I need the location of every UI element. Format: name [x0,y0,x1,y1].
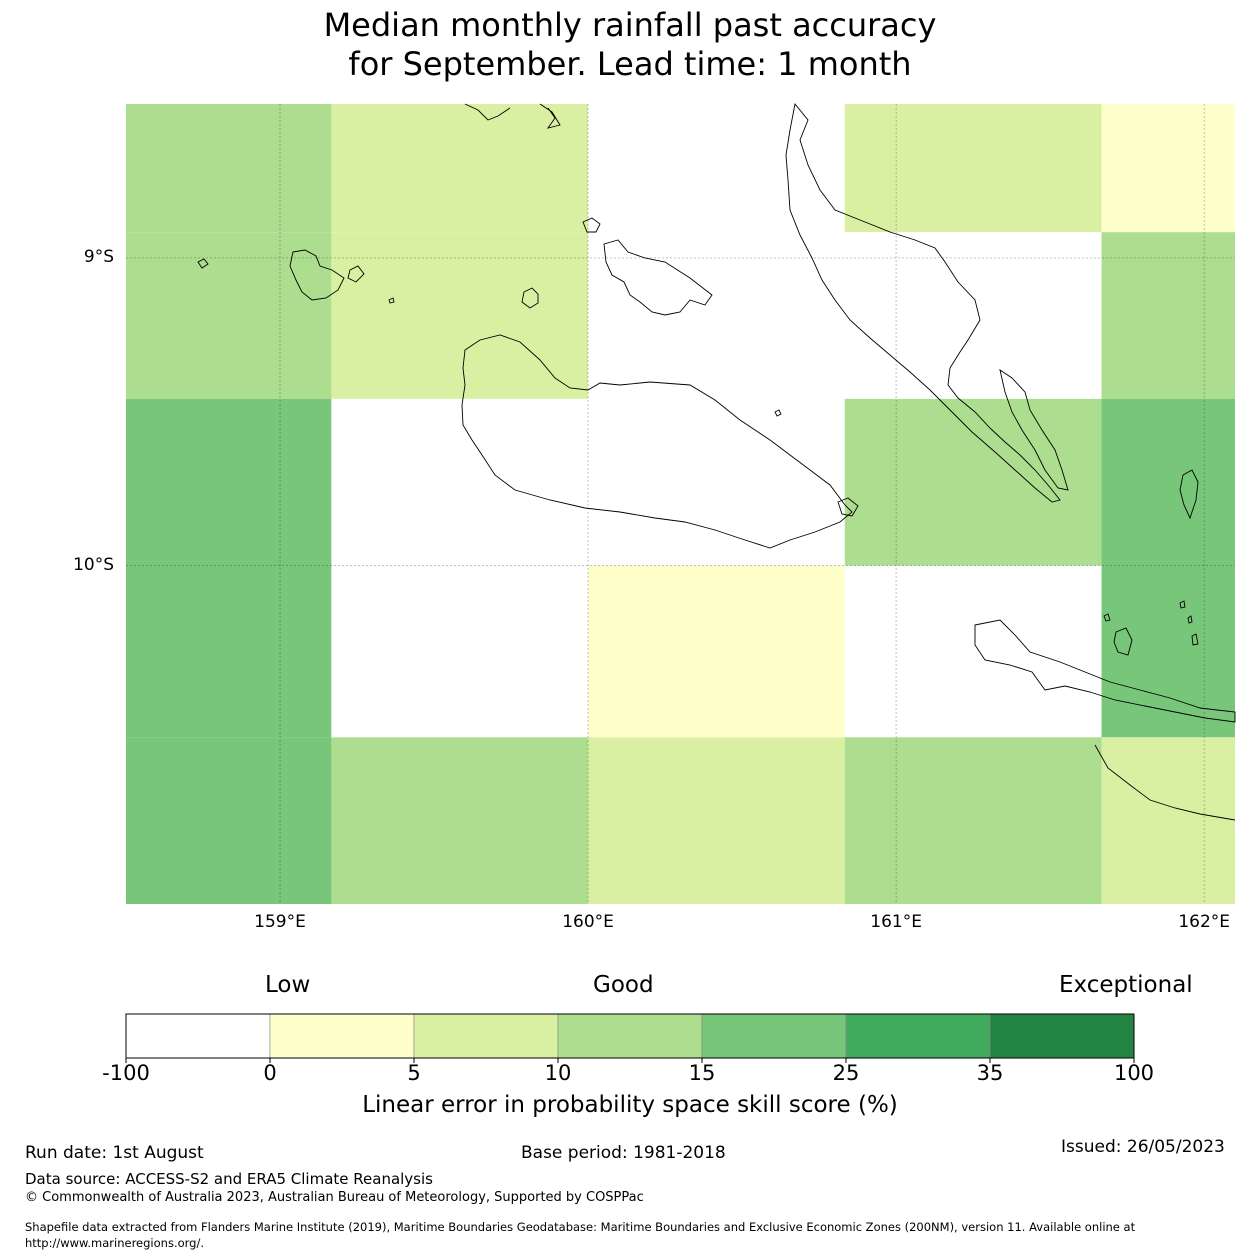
grid-cell [331,104,589,233]
colorbar-segment [125,1013,271,1059]
coast-islet-east-4 [1191,633,1199,646]
grid-cell [588,565,845,738]
grid-cell [126,398,332,566]
colorbar-segment [557,1013,703,1059]
colorbar-segment [413,1013,559,1059]
shapefile-credit-line-2: http://www.marineregions.org/. [25,1236,204,1250]
grid-cell [844,398,1102,566]
grid-cell [588,104,845,233]
longitude-tick-label: 160°E [562,912,614,932]
grid-cell [588,398,845,566]
grid-cell [126,104,332,233]
title-line-1: Median monthly rainfall past accuracy [323,6,937,44]
grid-cell [1101,232,1235,399]
colorbar-tick-label: -100 [102,1061,150,1085]
grid-cell [1101,737,1235,904]
run-date: Run date: 1st August [25,1143,204,1163]
grid-cell [126,565,332,738]
colorbar-low-label: Low [265,972,311,998]
grid-cell [331,232,589,399]
grid-cell [126,737,332,904]
colorbar-tick-label: 5 [407,1061,421,1085]
grid-cell [844,232,1102,399]
coast-islet-gdl-east [837,497,859,517]
colorbar-segment [701,1013,847,1059]
coast-islet-small [388,297,395,304]
colorbar-tick-label: 0 [263,1061,277,1085]
latitude-tick-label: 9°S [83,246,114,267]
colorbar-outline [125,1013,1135,1059]
colorbar-tick-label: 25 [832,1061,860,1085]
latitude-tick-label: 10°S [73,554,114,575]
coast-makira-south [1094,744,1236,821]
grid-cell [588,232,845,399]
colorbar-segment [989,1013,1135,1059]
longitude-tick-label: 161°E [870,912,922,932]
coast-ulawa [1179,469,1199,520]
coast-nggela [603,239,713,316]
coast-nggela-small [582,217,601,233]
data-source: Data source: ACCESS-S2 and ERA5 Climate … [25,1170,433,1188]
graticule [126,104,1235,904]
copyright: © Commonwealth of Australia 2023, Austra… [25,1190,644,1205]
coast-russell-east [347,265,365,283]
coast-islet-east-3 [1187,615,1193,624]
grid-cell [331,398,589,566]
grid-cell [844,737,1102,904]
colorbar-exceptional-label: Exceptional [1059,972,1193,998]
colorbar-segment [269,1013,415,1059]
coast-isabel-islets [539,103,561,129]
colorbar-tick-label: 10 [544,1061,572,1085]
coast-guadalcanal [461,334,853,549]
colorbar-good-label: Good [593,972,654,998]
colorbar-tick-label: 15 [688,1061,716,1085]
coast-ugi [1113,627,1133,656]
coast-islet-east-1 [1103,613,1111,622]
grid-cell [331,565,589,738]
colorbar-tick-label: 100 [1113,1061,1155,1085]
issued-date: Issued: 26/05/2023 [1061,1137,1225,1157]
title-line-2: for September. Lead time: 1 month [348,45,912,83]
colorbar [125,1013,1135,1063]
coast-islet-west [197,258,209,269]
chart-title: Median monthly rainfall past accuracy fo… [0,6,1260,84]
grid-cell [331,737,589,904]
skill-grid [126,104,1235,904]
grid-cell [588,737,845,904]
coast-makira [974,619,1236,723]
grid-cell [1101,565,1235,738]
grid-cell [1101,104,1235,233]
coast-isabel-south [464,103,511,121]
base-period: Base period: 1981-2018 [521,1143,726,1163]
longitude-tick-label: 162°E [1178,912,1231,932]
colorbar-tick-label: 35 [976,1061,1004,1085]
coast-islet-east-2 [1179,600,1186,609]
shapefile-credit-line-1: Shapefile data extracted from Flanders M… [25,1220,1136,1234]
colorbar-segment [845,1013,991,1059]
grid-cell [1101,398,1235,566]
colorbar-axis-label: Linear error in probability space skill … [362,1092,898,1118]
grid-cell [844,104,1102,233]
coast-russell [289,249,345,301]
coast-savo [521,287,539,309]
coast-malaita [785,102,1061,503]
coast-small-malaita [999,369,1069,491]
grid-cell [844,565,1102,738]
coast-islet-gdl-north [774,409,782,417]
coastlines [197,102,1236,821]
grid-cell [126,232,332,399]
longitude-tick-label: 159°E [254,912,306,932]
